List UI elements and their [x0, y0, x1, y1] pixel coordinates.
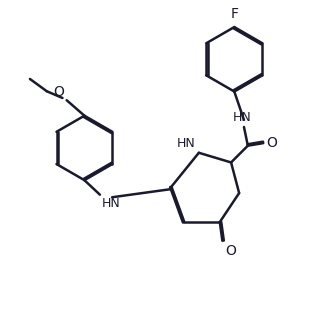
Text: HN: HN	[102, 197, 120, 210]
Text: F: F	[230, 7, 238, 21]
Text: HN: HN	[233, 112, 252, 124]
Text: O: O	[226, 244, 237, 258]
Text: O: O	[266, 136, 277, 150]
Text: O: O	[53, 85, 64, 99]
Text: HN: HN	[177, 136, 196, 150]
